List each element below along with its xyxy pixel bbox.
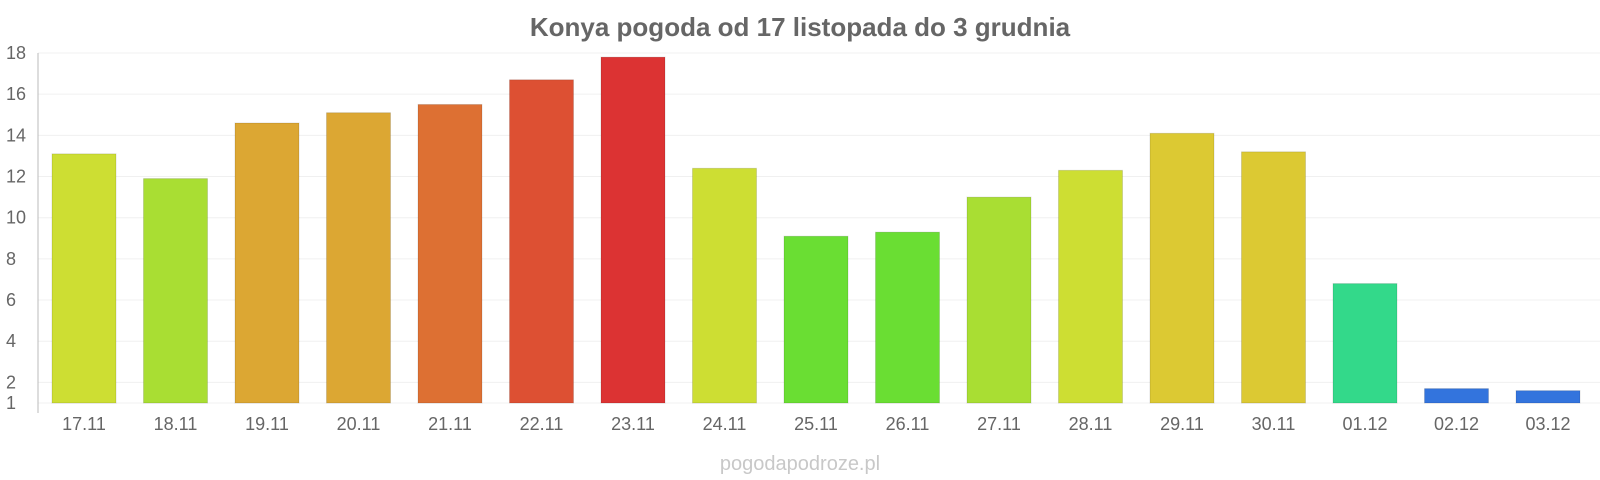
x-tick-label: 20.11	[337, 414, 381, 434]
bar-17.11	[51, 153, 117, 404]
x-tick-label: 02.12	[1434, 414, 1479, 434]
y-tick-label: 2	[6, 372, 16, 392]
x-tick-label: 19.11	[245, 414, 289, 434]
x-tick-label: 01.12	[1342, 414, 1387, 434]
bar-26.11	[875, 231, 940, 404]
x-tick-label: 26.11	[886, 414, 930, 434]
y-tick-label: 8	[6, 249, 16, 269]
bar-03.12	[1515, 390, 1581, 404]
bar-30.11	[1241, 151, 1306, 404]
x-tick-label: 03.12	[1525, 414, 1570, 434]
y-tick-label: 1	[6, 393, 16, 413]
y-axis-ticks: 12 4 6 8 10 12 14 16 18	[6, 43, 26, 413]
bar-18.11	[143, 178, 208, 404]
y-tick-label: 14	[6, 125, 26, 145]
y-tick-label: 10	[6, 208, 26, 228]
x-tick-label: 24.11	[703, 414, 747, 434]
bar-01.12	[1332, 283, 1398, 404]
bar-29.11	[1149, 132, 1215, 404]
x-tick-label: 29.11	[1160, 414, 1204, 434]
x-tick-label: 27.11	[977, 414, 1021, 434]
bar-02.12	[1424, 388, 1489, 404]
x-tick-label: 21.11	[428, 414, 472, 434]
bar-22.11	[509, 79, 574, 404]
bar-19.11	[234, 122, 300, 404]
chart-title: Konya pogoda od 17 listopada do 3 grudni…	[530, 12, 1071, 42]
y-tick-label: 18	[6, 43, 26, 63]
bar-27.11	[966, 196, 1032, 404]
bar-23.11	[600, 56, 666, 404]
bar-21.11	[417, 103, 483, 404]
y-tick-label: 4	[6, 331, 16, 351]
bar-24.11	[692, 167, 757, 404]
x-tick-label: 18.11	[154, 414, 198, 434]
bar-25.11	[783, 235, 849, 404]
y-tick-label: 12	[6, 167, 26, 187]
x-axis-ticks: 17.11 18.11 19.11 20.11 21.11 22.11 23.11 24.11…	[62, 414, 1570, 434]
bar-28.11	[1058, 169, 1123, 404]
x-tick-label: 17.11	[62, 414, 106, 434]
x-tick-label: 23.11	[611, 414, 655, 434]
x-tick-label: 30.11	[1252, 414, 1296, 434]
y-tick-label: 6	[6, 290, 16, 310]
x-tick-label: 28.11	[1069, 414, 1113, 434]
watermark-text: pogodapodroze.pl	[720, 453, 880, 475]
bars	[51, 56, 1581, 404]
bar-20.11	[326, 112, 391, 404]
y-tick-label: 16	[6, 84, 26, 104]
x-tick-label: 22.11	[520, 414, 564, 434]
x-tick-label: 25.11	[794, 414, 838, 434]
